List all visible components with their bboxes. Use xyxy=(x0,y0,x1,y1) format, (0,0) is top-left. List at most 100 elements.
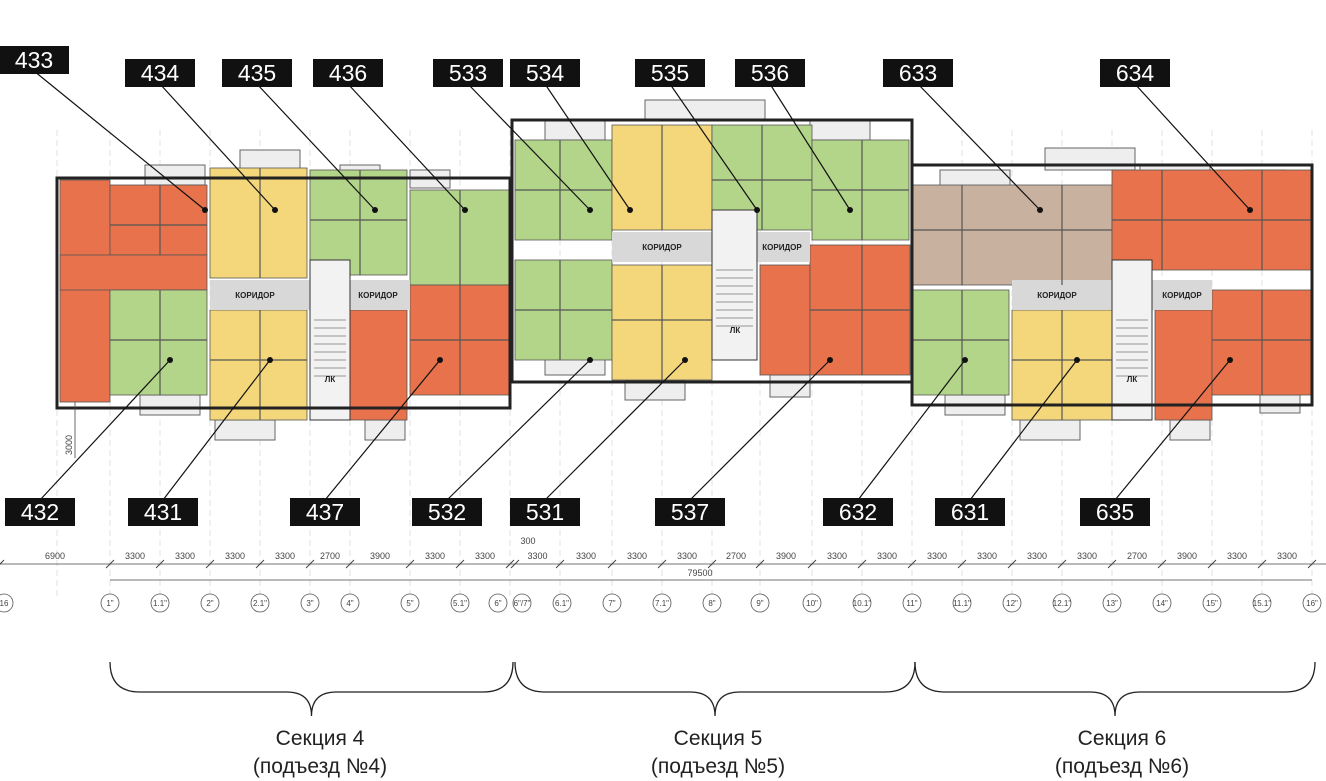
corridor-label: КОРИДОР xyxy=(1162,291,1202,300)
leader-line xyxy=(347,83,466,211)
apartment-label: 535 xyxy=(651,60,689,86)
dim-tick xyxy=(1007,559,1017,569)
apartment-label-box xyxy=(290,498,360,526)
apartment-area xyxy=(209,309,308,421)
axis-label: 15.1" xyxy=(1253,599,1272,608)
leader-dot xyxy=(372,207,378,213)
dim-tick xyxy=(155,559,165,569)
apartment-label-box xyxy=(412,498,482,526)
corridor xyxy=(1150,280,1212,310)
apartment-label: 536 xyxy=(751,60,789,86)
apartment-area xyxy=(109,289,208,396)
apartment-label: 635 xyxy=(1096,499,1134,525)
stair-core xyxy=(309,259,351,421)
dim-tick xyxy=(1157,559,1167,569)
section-braces: Секция 4 (подъезд №4) Секция 5 (подъезд №5)… xyxy=(109,661,1316,778)
axis-label: 15" xyxy=(1206,599,1218,608)
dim-label: 3300 xyxy=(125,551,145,561)
corridor-label: КОРИДОР xyxy=(642,243,682,252)
dim-label: 3300 xyxy=(576,551,596,561)
outer-wall xyxy=(910,163,1314,407)
balcony xyxy=(139,394,201,416)
leader-dot xyxy=(272,207,278,213)
dim-tick xyxy=(455,559,465,569)
dim-tick xyxy=(205,559,215,569)
leader-line xyxy=(256,83,376,211)
dim-label: 3300 xyxy=(527,551,547,561)
apartment-area xyxy=(59,179,111,403)
axis-circle xyxy=(1202,593,1222,613)
corridor-label: КОРИДОР xyxy=(1037,291,1077,300)
leader-dot xyxy=(962,357,968,363)
apartment-area xyxy=(911,184,1113,286)
dim-label: 3300 xyxy=(1227,551,1247,561)
corridor xyxy=(612,232,712,262)
dim-label: 3300 xyxy=(475,551,495,561)
dim-label: 3300 xyxy=(877,551,897,561)
axis-circle xyxy=(100,593,120,613)
apartment-label: 634 xyxy=(1116,60,1155,86)
dim-label: 6900 xyxy=(45,551,65,561)
axis-circle xyxy=(512,593,532,613)
dim-label: 3300 xyxy=(977,551,997,561)
dim-tick xyxy=(555,559,565,569)
dim-tick xyxy=(105,559,115,569)
axis-circle xyxy=(340,593,360,613)
section-brace xyxy=(914,661,1316,717)
axis-circle xyxy=(802,593,822,613)
axis-markers: 16 1" 1.1" 2" 2.1" 3" 4" 5" 5.1" 6" 6"/7" 6.1" 7" 7.1… xyxy=(0,593,1322,613)
leader-line xyxy=(857,359,966,501)
apartment-label-box xyxy=(635,59,705,87)
axis-circle xyxy=(1052,593,1072,613)
section-title: Секция 6 xyxy=(1078,727,1167,750)
stair-core xyxy=(1111,259,1153,421)
dim-label: 3300 xyxy=(425,551,445,561)
apartment-label-box xyxy=(655,498,725,526)
apartment-label: 437 xyxy=(306,499,344,525)
axis-label: 12.1" xyxy=(1053,599,1072,608)
walls xyxy=(55,118,1314,420)
dim-tick xyxy=(1257,559,1267,569)
apartment-label-box xyxy=(935,498,1005,526)
apartment-label-box xyxy=(510,498,580,526)
axis-label: 11.1" xyxy=(953,599,971,608)
axis-circle xyxy=(200,593,220,613)
elevator-label: ЛК xyxy=(325,375,336,384)
dim-tick xyxy=(505,559,515,569)
leader-line xyxy=(1134,83,1251,211)
leader-line xyxy=(324,359,441,501)
leader-line xyxy=(689,359,831,501)
apartment-label: 433 xyxy=(15,47,53,73)
leader-line xyxy=(33,70,206,211)
axis-circle xyxy=(602,593,622,613)
axis-circle xyxy=(902,593,922,613)
leader-dot xyxy=(167,357,173,363)
leader-dot xyxy=(847,207,853,213)
dim-label: 3900 xyxy=(776,551,796,561)
dim-label: 3300 xyxy=(677,551,697,561)
dim-total-label: 79500 xyxy=(687,568,712,578)
dim-label: 2700 xyxy=(320,551,340,561)
axis-label: 5.1" xyxy=(453,599,467,608)
section-brace xyxy=(109,661,514,717)
apartment-label-box xyxy=(1100,59,1170,87)
leader-dot xyxy=(627,207,633,213)
apartment-label: 432 xyxy=(21,499,59,525)
dim-tick xyxy=(510,559,520,569)
apartment-labels: 433 434 435 436 533 534 535 536 633 634 432 431 437 5… xyxy=(0,46,1170,526)
leader-dot xyxy=(754,207,760,213)
axis-circle xyxy=(750,593,770,613)
dim-tick xyxy=(957,559,967,569)
axis-label: 7.1" xyxy=(655,599,669,608)
apartment-area xyxy=(759,264,811,376)
section-subtitle: (подъезд №4) xyxy=(253,755,387,778)
apartment-label: 435 xyxy=(238,60,276,86)
leader-line xyxy=(39,359,171,501)
leader-line xyxy=(159,83,276,211)
dim-label: 300 xyxy=(520,536,535,546)
outer-wall xyxy=(55,176,512,410)
apartment-label: 434 xyxy=(141,60,180,86)
dim-tick xyxy=(807,559,817,569)
axis-circle xyxy=(400,593,420,613)
